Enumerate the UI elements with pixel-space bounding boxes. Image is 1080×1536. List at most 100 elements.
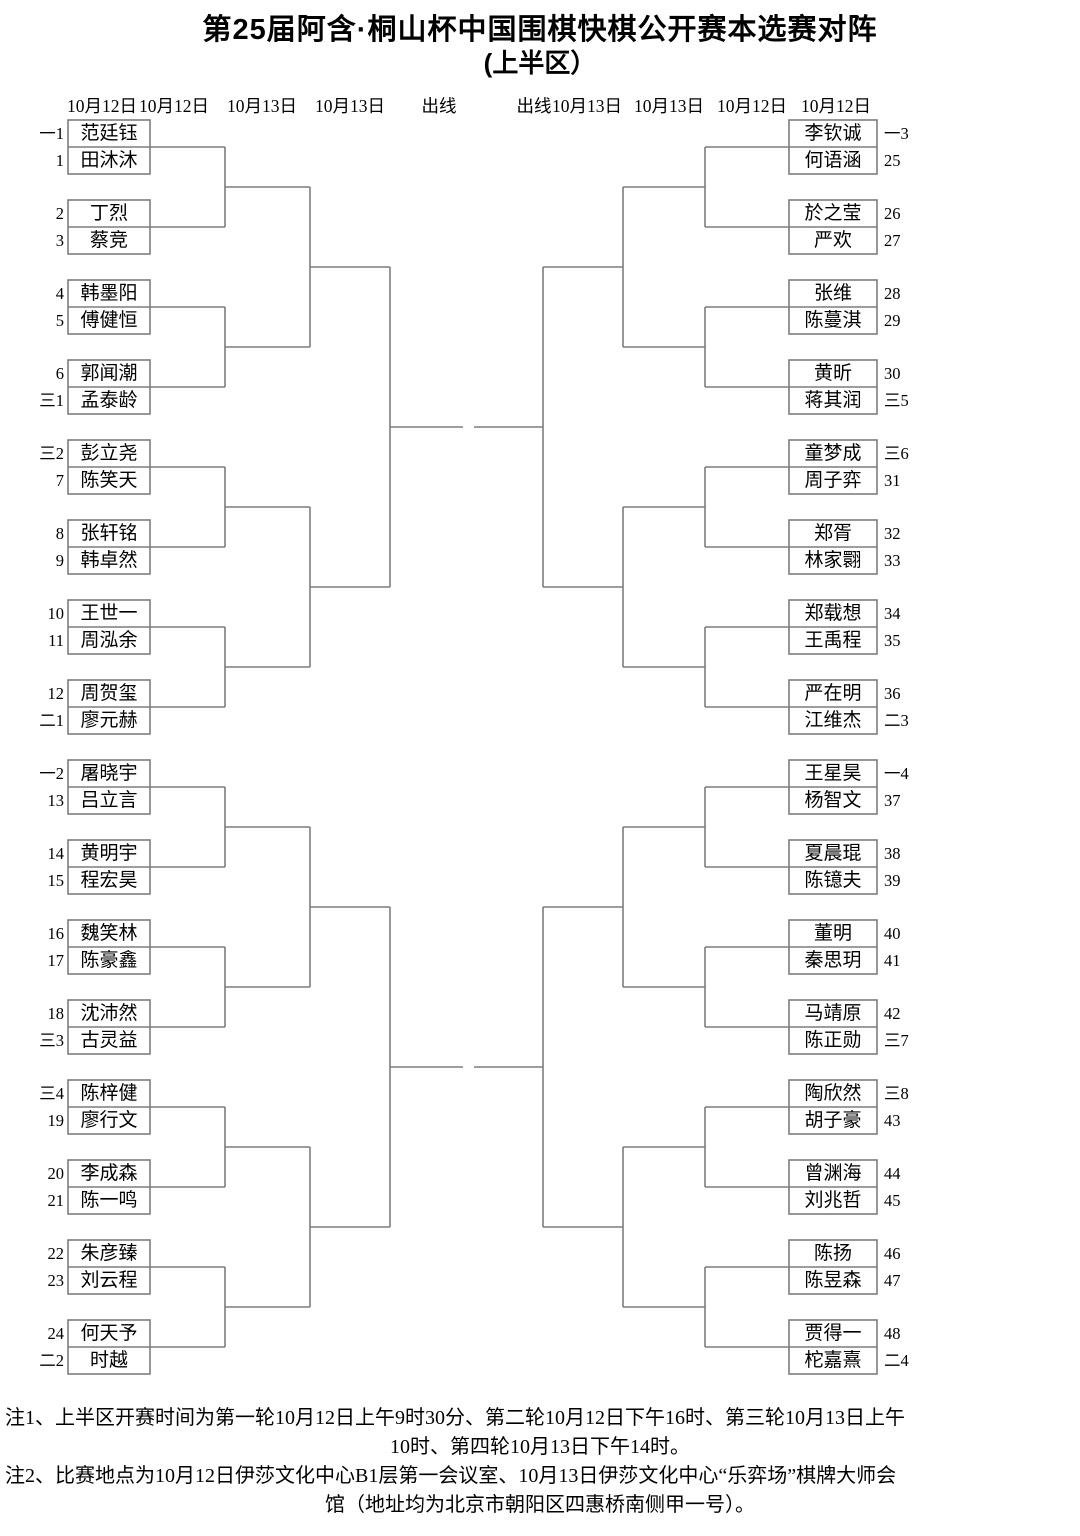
player-name: 廖元赫 <box>80 710 138 731</box>
player-name: 彭立尧 <box>80 443 138 464</box>
seed-label: 21 <box>47 1191 65 1210</box>
match-box: 张维 陈蔓淇 <box>789 280 877 334</box>
seed-label: 44 <box>884 1164 901 1183</box>
player-name: 董明 <box>813 923 852 944</box>
match-box: 黄明宇 程宏昊 <box>68 840 150 894</box>
seed-label: 32 <box>884 524 901 543</box>
seed-label: 23 <box>47 1271 65 1290</box>
player-name: 周子弈 <box>804 470 862 491</box>
player-name: 朱彦臻 <box>80 1243 138 1264</box>
seed-label: 19 <box>47 1111 65 1130</box>
match-box: 夏晨琨 陈镱夫 <box>789 840 877 894</box>
match-box: 严在明 江维杰 <box>789 680 877 734</box>
match-box: 李成森 陈一鸣 <box>68 1160 150 1214</box>
seed-label: 17 <box>47 951 65 970</box>
header-date: 10月12日 <box>801 96 871 116</box>
player-name: 严欢 <box>813 230 852 251</box>
match-box: 陈扬 陈昱森 <box>789 1240 877 1294</box>
seed-label: 一3 <box>884 124 909 143</box>
seed-label: 35 <box>884 631 901 650</box>
match-box: 王世一 周泓余 <box>68 600 150 654</box>
match-box: 丁烈 蔡竞 <box>68 200 150 254</box>
seed-label: 39 <box>884 871 901 890</box>
match-box: 曾渊海 刘兆哲 <box>789 1160 877 1214</box>
player-name: 傅健恒 <box>80 310 138 331</box>
player-name: 周泓余 <box>80 630 138 651</box>
header-date: 10月13日 <box>227 96 297 116</box>
player-name: 周贺玺 <box>80 683 138 704</box>
seed-label: 28 <box>884 284 901 303</box>
player-name: 童梦成 <box>804 443 862 464</box>
header-date: 10月13日 <box>552 96 622 116</box>
player-name: 陈扬 <box>813 1243 852 1264</box>
header-date: 10月13日 <box>634 96 704 116</box>
player-name: 胡子豪 <box>804 1110 862 1131</box>
seed-label: 三3 <box>39 1031 64 1050</box>
seed-label: 45 <box>884 1191 901 1210</box>
player-name: 郑载想 <box>804 603 862 624</box>
seed-label: 34 <box>884 604 901 623</box>
seed-label: 二1 <box>39 711 64 730</box>
player-name: 陈蔓淇 <box>804 310 862 331</box>
match-box: 黄昕 蒋其润 <box>789 360 877 414</box>
match-box: 郑载想 王禹程 <box>789 600 877 654</box>
header-advance: 出线 <box>516 96 552 116</box>
seed-label: 18 <box>47 1004 65 1023</box>
seed-label: 3 <box>55 231 64 250</box>
player-name: 王世一 <box>80 603 138 624</box>
match-box: 何天予 时越 <box>68 1320 150 1374</box>
player-name: 李钦诚 <box>804 123 862 144</box>
player-name: 张维 <box>813 283 852 304</box>
seed-label: 36 <box>884 684 901 703</box>
player-name: 黄明宇 <box>80 843 138 864</box>
player-name: 陈梓健 <box>80 1083 138 1104</box>
seed-label: 13 <box>47 791 65 810</box>
seed-label: 二2 <box>39 1351 64 1370</box>
match-box: 沈沛然 古灵益 <box>68 1000 150 1054</box>
seed-label: 7 <box>55 471 64 490</box>
player-name: 魏笑林 <box>80 923 138 944</box>
seed-label: 25 <box>884 151 901 170</box>
seed-label: 12 <box>47 684 65 703</box>
player-name: 蔡竞 <box>89 230 128 251</box>
match-box: 陶欣然 胡子豪 <box>789 1080 877 1134</box>
seed-label: 29 <box>884 311 901 330</box>
seed-label: 30 <box>884 364 901 383</box>
seed-label: 41 <box>884 951 901 970</box>
player-name: 马靖原 <box>804 1003 862 1024</box>
match-box: 於之莹 严欢 <box>789 200 877 254</box>
seed-label: 三4 <box>39 1084 64 1103</box>
page-title: 第25届阿含·桐山杯中国围棋快棋公开赛本选赛对阵 <box>202 14 878 46</box>
match-box: 陈梓健 廖行文 <box>68 1080 150 1134</box>
player-name: 田沐沐 <box>80 150 138 171</box>
player-name: 陈昱森 <box>804 1270 862 1291</box>
seed-label: 三8 <box>884 1084 909 1103</box>
seed-label: 22 <box>47 1244 65 1263</box>
player-name: 李成森 <box>80 1163 138 1184</box>
seed-label: 27 <box>884 231 901 250</box>
seed-label: 20 <box>47 1164 65 1183</box>
player-name: 王星昊 <box>804 763 862 784</box>
match-box: 马靖原 陈正勋 <box>789 1000 877 1054</box>
player-name: 陶欣然 <box>804 1083 862 1104</box>
match-box: 范廷钰 田沐沐 <box>68 120 150 174</box>
match-box: 童梦成 周子弈 <box>789 440 877 494</box>
player-name: 严在明 <box>804 683 862 704</box>
player-name: 杨智文 <box>804 790 862 811</box>
seed-label: 5 <box>55 311 64 330</box>
seed-label: 40 <box>884 924 901 943</box>
seed-label: 38 <box>884 844 901 863</box>
footnotes: 注1、上半区开赛时间为第一轮10月12日上午9时30分、第二轮10月12日下午1… <box>0 1404 1080 1520</box>
player-name: 江维杰 <box>804 710 862 731</box>
seed-label: 一1 <box>39 124 64 143</box>
seed-label: 一2 <box>39 764 64 783</box>
match-box: 董明 秦思玥 <box>789 920 877 974</box>
seed-label: 一4 <box>884 764 909 783</box>
header-date: 10月12日 <box>717 96 787 116</box>
player-name: 陈笑天 <box>80 470 138 491</box>
player-name: 古灵益 <box>80 1030 138 1051</box>
seed-label: 1 <box>55 151 64 170</box>
match-box: 屠晓宇 吕立言 <box>68 760 150 814</box>
